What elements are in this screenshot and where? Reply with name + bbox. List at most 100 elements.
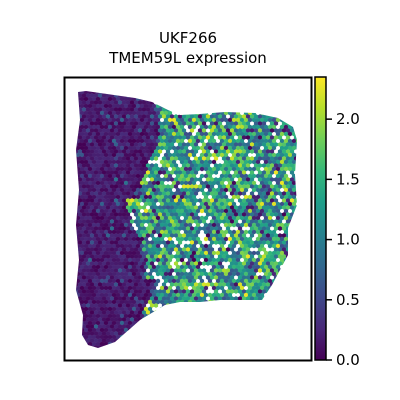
- hex-bin: [153, 135, 159, 140]
- hex-bin: [121, 170, 127, 175]
- hex-bin: [247, 243, 253, 249]
- hex-bin: [159, 264, 165, 270]
- hex-bin: [95, 334, 101, 340]
- hex-bin: [293, 247, 297, 252]
- hex-bin: [287, 152, 293, 158]
- hex-bin: [286, 352, 290, 357]
- hex-bin: [257, 114, 263, 119]
- hex-bin: [261, 275, 267, 280]
- hex-bin: [77, 191, 83, 196]
- hex-bin: [259, 229, 265, 235]
- hex-bin: [98, 86, 102, 91]
- hex-bin: [217, 282, 223, 287]
- hex-bin: [131, 201, 137, 207]
- hex-bin: [123, 187, 129, 193]
- hex-bin: [95, 215, 101, 221]
- hex-bin: [219, 187, 225, 193]
- hex-bin: [147, 173, 153, 179]
- hex-bin: [231, 306, 237, 312]
- hex-bin: [159, 96, 165, 102]
- hex-bin: [194, 86, 198, 91]
- hex-bin: [95, 306, 101, 312]
- hex-bin: [203, 320, 209, 326]
- hex-bin: [99, 285, 105, 291]
- hex-bin: [123, 243, 129, 249]
- hex-bin: [298, 142, 302, 147]
- hex-bin: [300, 279, 304, 284]
- hex-bin: [275, 320, 281, 326]
- hex-bin: [105, 345, 111, 348]
- hex-bin: [127, 159, 133, 165]
- hex-bin: [131, 278, 137, 284]
- hex-bin: [271, 159, 277, 165]
- hex-bin: [279, 159, 285, 165]
- hex-bin: [149, 128, 155, 133]
- hex-bin: [165, 149, 171, 154]
- hex-bin: [283, 187, 289, 193]
- hex-bin: [175, 236, 181, 242]
- hex-bin: [171, 201, 177, 207]
- hex-bin: [271, 257, 277, 263]
- hex-bin: [221, 191, 227, 196]
- hex-bin: [189, 240, 195, 245]
- hex-bin: [171, 278, 177, 284]
- hex-bin: [151, 166, 157, 172]
- hex-bin: [281, 170, 287, 175]
- hex-bin: [269, 310, 275, 315]
- hex-bin: [127, 96, 133, 102]
- hex-bin: [137, 149, 143, 154]
- hex-bin: [107, 327, 113, 333]
- hex-bin: [147, 117, 153, 123]
- hex-bin: [197, 205, 203, 210]
- hex-bin: [291, 180, 297, 186]
- hex-bin: [268, 349, 272, 354]
- hex-bin: [121, 149, 127, 154]
- hex-bin: [135, 236, 141, 242]
- hex-bin: [179, 173, 185, 179]
- hex-bin: [300, 328, 304, 333]
- hex-bin: [159, 180, 165, 186]
- hex-bin: [83, 313, 89, 319]
- hex-bin: [185, 219, 191, 224]
- hex-bin: [211, 236, 217, 242]
- hex-bin: [129, 268, 135, 273]
- hex-bin: [232, 349, 236, 354]
- hex-bin: [91, 292, 97, 298]
- hex-bin: [237, 149, 243, 154]
- hex-bin: [167, 327, 173, 333]
- hex-bin: [185, 303, 191, 308]
- hex-bin: [215, 313, 221, 319]
- hex-bin: [279, 96, 285, 102]
- hex-bin: [300, 258, 304, 263]
- hex-bin: [93, 247, 99, 252]
- hex-bin: [89, 163, 95, 168]
- hex-bin: [77, 177, 83, 182]
- hex-bin: [115, 285, 121, 291]
- hex-bin: [165, 100, 171, 105]
- hex-bin: [223, 250, 229, 256]
- hex-bin: [257, 296, 263, 301]
- hex-bin: [239, 208, 245, 214]
- hex-bin: [225, 156, 231, 161]
- hex-bin: [271, 166, 277, 172]
- hex-bin: [285, 163, 291, 168]
- hex-bin: [255, 250, 261, 256]
- hex-bin: [129, 107, 135, 112]
- hex-bin: [95, 264, 101, 270]
- hex-bin: [267, 320, 273, 326]
- hex-bin: [280, 83, 284, 88]
- hex-bin: [289, 303, 295, 308]
- hex-bin: [76, 271, 77, 277]
- hex-bin: [117, 205, 123, 210]
- hex-bin: [129, 93, 135, 98]
- hex-bin: [177, 177, 183, 182]
- hex-bin: [285, 212, 291, 217]
- hex-bin: [99, 131, 105, 137]
- hex-bin: [76, 100, 79, 105]
- hex-bin: [207, 334, 213, 340]
- hex-bin: [211, 306, 217, 312]
- hex-bin: [83, 215, 89, 221]
- hex-bin: [261, 338, 267, 343]
- hex-bin: [187, 166, 193, 172]
- hex-bin: [95, 159, 101, 165]
